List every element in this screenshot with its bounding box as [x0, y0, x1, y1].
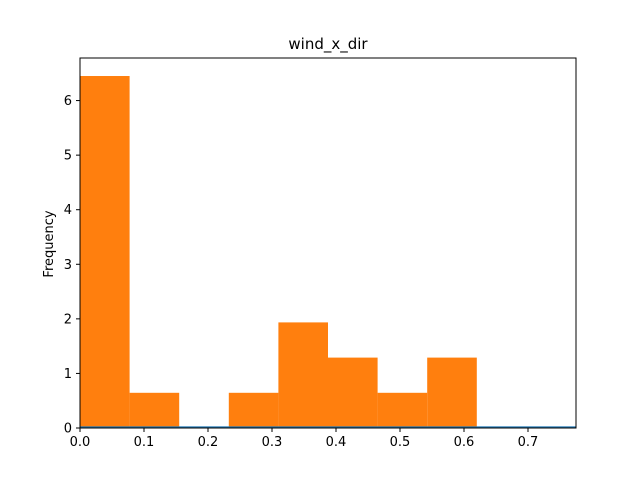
histogram-bar [427, 357, 477, 428]
x-tick-label: 0.6 [454, 435, 475, 450]
x-tick-label: 0.2 [198, 435, 219, 450]
x-tick-label: 0.0 [70, 435, 91, 450]
y-tick-label: 2 [64, 312, 72, 327]
histogram-bar [80, 426, 576, 428]
x-tick-label: 0.3 [262, 435, 283, 450]
y-tick-label: 0 [64, 422, 72, 437]
y-tick-label: 1 [64, 367, 72, 382]
y-tick-label: 3 [64, 258, 72, 273]
histogram-bar [377, 392, 428, 428]
histogram-bar [129, 392, 180, 428]
plot-frame [79, 57, 577, 429]
histogram-bar [80, 76, 130, 428]
x-tick-label: 0.4 [326, 435, 347, 450]
histogram-bar [228, 392, 279, 428]
y-tick-label: 5 [64, 149, 72, 164]
histogram-bar [278, 322, 328, 428]
y-axis-label: Frequency [42, 210, 57, 277]
y-tick-label: 4 [64, 203, 72, 218]
x-tick-label: 0.7 [518, 435, 539, 450]
y-axis-ticks: 0 1 2 3 4 5 6 [64, 94, 80, 437]
x-tick-label: 0.5 [390, 435, 411, 450]
histogram-bar [328, 357, 378, 428]
x-tick-label: 0.1 [134, 435, 155, 450]
chart-title: wind_x_dir [288, 35, 368, 54]
bars-group [80, 76, 576, 428]
y-tick-label: 6 [64, 94, 72, 109]
x-axis-ticks: 0.0 0.1 0.2 0.3 0.4 0.5 0.6 0.7 [70, 428, 539, 450]
